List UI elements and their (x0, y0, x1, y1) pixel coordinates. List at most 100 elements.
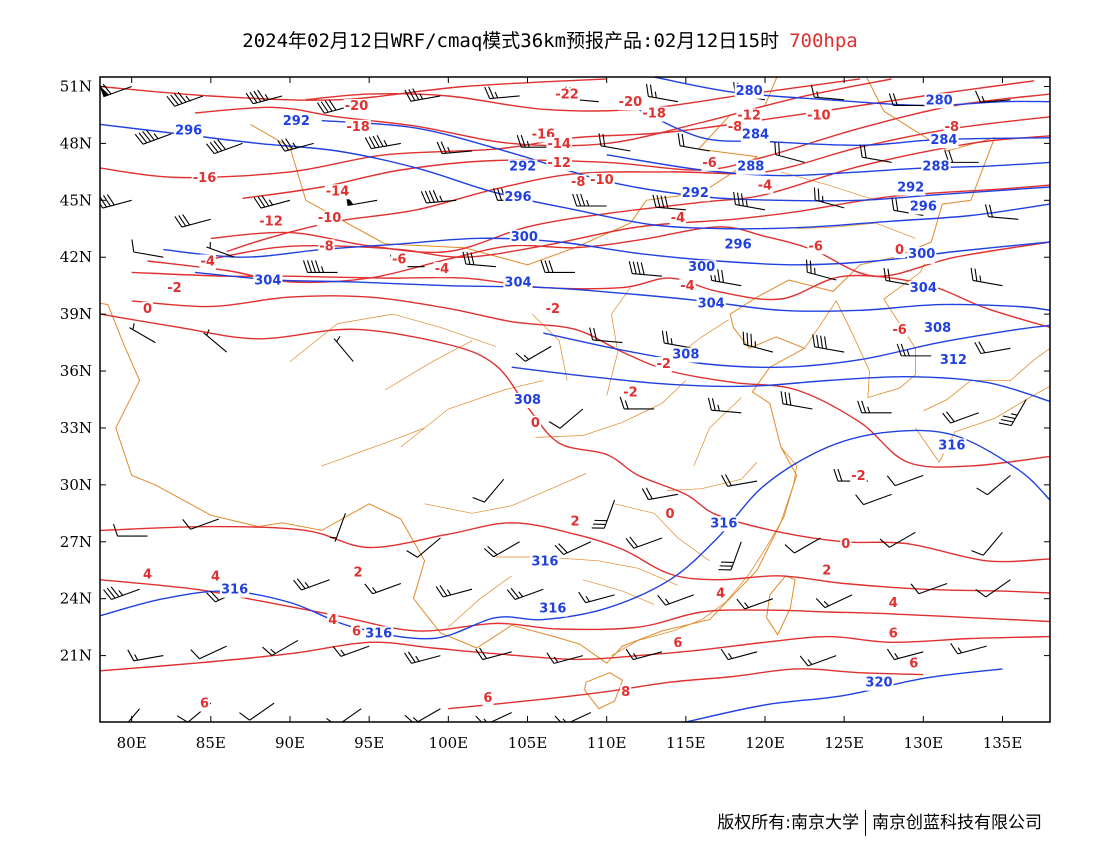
wind-barb-full (407, 651, 416, 663)
wind-barb-full (404, 652, 412, 664)
wind-barb (554, 541, 592, 555)
wind-barb-full (859, 144, 863, 158)
height-contour-label: 280 (736, 84, 763, 99)
wind-barb (641, 487, 679, 501)
height-contour-label: 304 (910, 281, 937, 296)
wind-barb-full (472, 496, 485, 503)
wind-barb-full (245, 92, 254, 105)
wind-barb (332, 645, 370, 657)
wind-barb-half (483, 718, 488, 722)
isotherm-label: -10 (590, 173, 614, 188)
contour-label-bg (821, 563, 833, 579)
height-contour-label: 296 (725, 237, 752, 252)
x-tick-label: 95E (354, 734, 384, 752)
wind-barb-full (619, 396, 625, 410)
wind-barb-staff (807, 271, 837, 281)
wind-barb-staff (744, 598, 774, 610)
isotherm-label: -4 (671, 211, 685, 226)
wind-barb-staff (585, 594, 615, 604)
contour-label-bg (141, 567, 154, 583)
height-contour-label: 304 (504, 275, 531, 290)
wind-barb-staff (794, 537, 821, 554)
wind-barb-full (656, 195, 661, 208)
height-contour-label: 300 (511, 230, 538, 245)
wind-barb-half (807, 659, 813, 665)
wind-barb-half (816, 91, 819, 98)
wind-barb-staff (489, 95, 520, 100)
contour-label-bg (546, 136, 572, 152)
wind-barb (721, 474, 758, 487)
isotherm-label: -14 (547, 137, 571, 152)
y-tick-label: 51N (60, 77, 92, 95)
wind-barb-staff (301, 579, 330, 591)
contour-label-bg (569, 174, 587, 190)
wind-barb (970, 267, 1003, 287)
wind-barb (707, 397, 742, 414)
wind-barb-full (910, 583, 920, 595)
wind-barb-full (470, 252, 475, 265)
wind-barb-full (817, 188, 820, 202)
wind-barb-staff (893, 209, 924, 217)
wind-barb-staff (271, 639, 299, 656)
wind-barb (540, 260, 575, 273)
x-tick-label: 85E (196, 734, 226, 752)
wind-barb (239, 702, 275, 721)
contour-label-bg (482, 690, 494, 706)
wind-barb-full (900, 343, 906, 357)
wind-barb (736, 598, 774, 610)
contour-label-bg (258, 214, 284, 230)
contour-label-bg (343, 98, 370, 114)
wind-barb-full (572, 193, 578, 207)
wind-barb-full (975, 588, 987, 598)
wind-barb (859, 144, 892, 163)
wind-barb-staff (862, 156, 892, 163)
height-contour-label: 316 (221, 583, 248, 598)
wind-barb-half (412, 717, 419, 722)
isotherm-label: 6 (673, 636, 682, 651)
wind-barb-full (855, 494, 864, 505)
wind-barb-full (249, 91, 258, 104)
height-contour-label: 304 (254, 273, 281, 288)
wind-barb-full (784, 544, 795, 554)
contour-label-bg (891, 322, 908, 338)
isotherm-label: -10 (807, 108, 831, 123)
wind-barb-full (285, 138, 293, 150)
wind-barb (127, 708, 141, 722)
wind-barb-full (110, 586, 120, 598)
wind-barb (975, 579, 1011, 598)
wind-barb (886, 648, 924, 661)
wind-barb-staff (249, 702, 275, 721)
wind-barb-half (439, 195, 443, 202)
wind-barb-full (102, 195, 111, 207)
isotherm-label: -4 (435, 262, 449, 277)
contour-label-bg (756, 178, 774, 194)
contour-label-bg (641, 106, 667, 122)
wind-barb (578, 591, 615, 604)
wind-barb (974, 341, 1011, 355)
contour-label-bg (503, 190, 533, 206)
wind-barb (262, 639, 299, 656)
isotherm-label: -2 (656, 357, 670, 372)
contour-label-bg (529, 415, 541, 431)
contour-label-bg (896, 180, 926, 196)
isotherm-label: -22 (555, 88, 579, 103)
contour-label-bg (736, 159, 766, 175)
wind-barb (810, 84, 845, 101)
isotherm-label: 0 (841, 537, 850, 552)
wind-barb-half (383, 140, 388, 147)
wind-barb-full (173, 93, 183, 104)
wind-barb (554, 712, 592, 722)
height-contour-line (163, 237, 1050, 266)
wind-barb-full (314, 260, 321, 273)
wind-barb-full (420, 191, 427, 204)
wind-barb-full (988, 204, 993, 218)
contour-label-bg (943, 119, 961, 135)
wind-barb-staff (569, 712, 592, 722)
wind-barb-full (206, 592, 216, 603)
wind-barb-full (176, 715, 189, 722)
wind-barb (799, 655, 837, 667)
contour-label-bg (908, 199, 938, 215)
contour-label-bg (166, 281, 183, 297)
wind-barb-full (736, 598, 746, 610)
wind-barb-half (446, 589, 452, 596)
